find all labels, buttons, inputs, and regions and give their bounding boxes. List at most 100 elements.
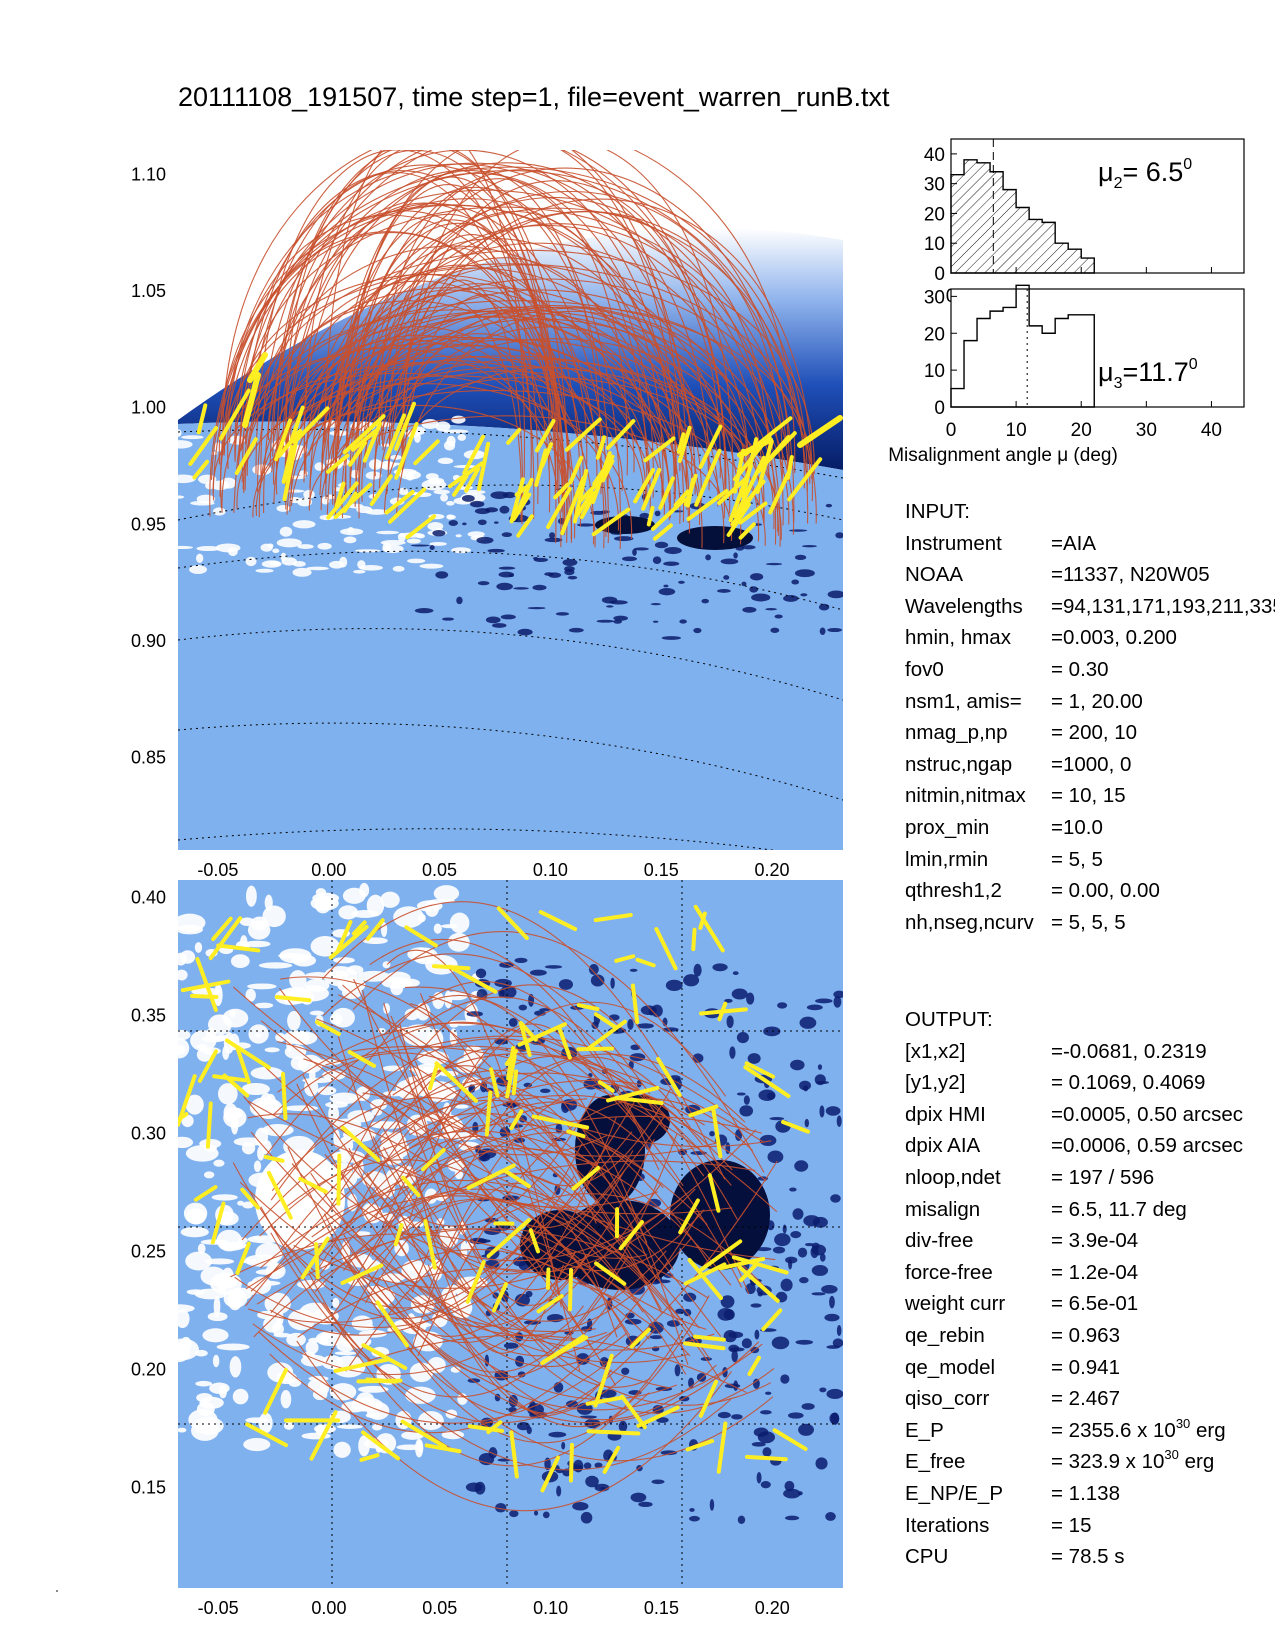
observed-loop — [188, 426, 219, 466]
plage-dark — [663, 584, 669, 588]
plage-bright — [178, 545, 193, 550]
observed-loop — [362, 421, 382, 463]
observed-loop — [211, 916, 233, 942]
histogram-mu3: 30 20 10 00 10 20 30 40 — [924, 284, 1245, 441]
output-row: Iterations = 15 — [905, 1510, 1091, 1542]
plage-dark — [799, 1277, 809, 1284]
x-tick-label: 0.20 — [755, 860, 790, 880]
plage-dark — [503, 1342, 519, 1349]
output-value-main: = 2355.6 x 10 — [1051, 1418, 1176, 1442]
plage-bright — [289, 496, 302, 504]
observed-loop — [423, 1219, 437, 1270]
observed-loop — [281, 1071, 288, 1121]
observed-loop — [591, 451, 612, 504]
plage-dark — [783, 1488, 801, 1499]
observed-loop — [263, 1367, 288, 1415]
model-loop — [378, 178, 628, 476]
plage-dark — [765, 1391, 772, 1395]
observed-loop — [728, 464, 753, 523]
observed-loop — [405, 514, 437, 540]
stray-dot — [56, 1590, 58, 1592]
plage-dark — [741, 545, 756, 550]
plage-dark — [660, 1450, 678, 1456]
plage-dark — [760, 1481, 771, 1489]
plage-bright — [340, 528, 364, 536]
output-value-main: = 0.1069, 0.4069 — [1051, 1071, 1206, 1095]
plage-dark — [488, 1447, 498, 1459]
top-y-ticks: 0.40 0.35 0.30 0.25 0.20 0.15 — [131, 887, 166, 1497]
plage-bright — [371, 1108, 383, 1116]
model-loop — [223, 263, 811, 484]
observed-loop — [737, 437, 773, 458]
plage-dark — [499, 962, 514, 968]
model-loop — [240, 206, 789, 482]
plage-bright — [445, 501, 455, 506]
output-value-main: = 2.467 — [1051, 1387, 1120, 1411]
output-parameters: OUTPUT: [x1,x2] =-0.0681, 0.2319 [y1,y2] = … — [905, 1004, 1243, 1573]
plage-dark — [689, 1508, 695, 1512]
side-observed-loops — [188, 352, 843, 541]
sunspot-side — [677, 526, 753, 550]
plage-bright — [318, 1334, 329, 1345]
plage-dark — [784, 1480, 795, 1492]
model-loop — [386, 949, 562, 1307]
plage-dark — [794, 1160, 809, 1172]
model-loop — [279, 988, 608, 1156]
plage-bright — [250, 916, 269, 931]
input-key: nstruc,ngap — [905, 752, 1013, 776]
model-loop — [323, 1117, 617, 1337]
plage-dark — [461, 495, 475, 502]
plage-dark — [819, 627, 826, 636]
plage-bright — [237, 1200, 245, 1206]
observed-loop — [576, 1046, 615, 1052]
output-key: dpix AIA — [905, 1134, 981, 1158]
model-loop — [269, 1212, 700, 1434]
model-loop — [325, 1045, 764, 1143]
model-loop — [332, 305, 794, 535]
output-key: E_P — [905, 1418, 944, 1442]
plage-bright — [253, 1236, 266, 1241]
observed-loop — [564, 417, 602, 452]
output-row: weight curr = 6.5e-01 — [905, 1288, 1138, 1320]
plage-bright — [202, 1328, 229, 1343]
plage-dark — [649, 1335, 663, 1340]
input-key: Wavelengths — [905, 594, 1023, 618]
plage-dark — [798, 1423, 814, 1436]
observed-loop — [545, 1267, 551, 1290]
plage-dark — [474, 1481, 486, 1495]
model-loop — [374, 338, 760, 507]
plage-dark — [568, 627, 584, 633]
plage-bright — [365, 509, 389, 515]
output-key: div-free — [905, 1229, 974, 1253]
output-value: = 0.963 — [1051, 1320, 1120, 1352]
plage-dark — [692, 1053, 704, 1063]
output-value-main: = 15 — [1051, 1513, 1092, 1537]
model-loop — [427, 1264, 612, 1414]
observed-loop — [400, 1419, 447, 1449]
model-loop — [399, 1023, 587, 1306]
plage-bright — [264, 894, 273, 911]
plage-bright — [178, 495, 185, 499]
output-value: =0.0005, 0.50 arcsec — [1051, 1099, 1243, 1131]
model-loop — [341, 1253, 774, 1462]
observed-loop — [326, 453, 350, 474]
plage-dark — [618, 1420, 628, 1432]
output-row: E_NP/E_P = 1.138 — [905, 1478, 1120, 1510]
model-loop — [287, 1146, 626, 1418]
output-key: [x1,x2] — [905, 1039, 966, 1063]
model-loop — [349, 1045, 778, 1213]
plage-bright — [292, 561, 306, 567]
output-row: qe_model = 0.941 — [905, 1352, 1120, 1384]
plage-bright — [213, 1295, 221, 1318]
plage-bright — [203, 1171, 215, 1179]
x-tick-label: 0.10 — [533, 1598, 568, 1618]
observed-loop — [553, 482, 570, 500]
input-value: = 200, 10 — [1051, 717, 1137, 749]
observed-loop — [509, 477, 525, 524]
observed-loop — [509, 1109, 524, 1131]
plage-dark — [735, 1129, 743, 1141]
observed-loop — [216, 943, 261, 953]
plage-dark — [747, 1053, 761, 1064]
observed-loop — [586, 1429, 641, 1436]
plage-dark — [565, 1400, 579, 1408]
